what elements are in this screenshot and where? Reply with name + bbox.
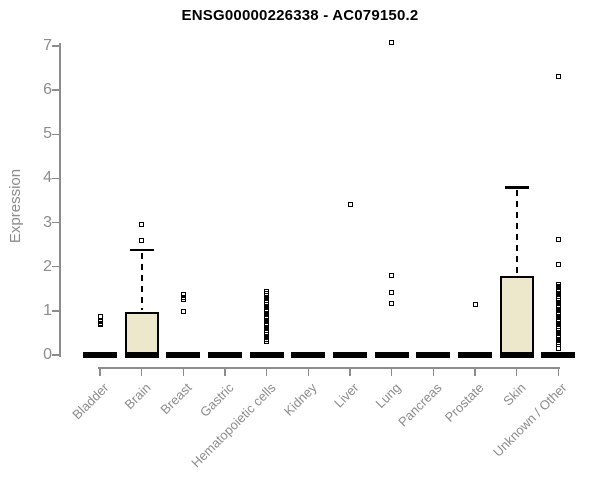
median-Pancreas xyxy=(416,352,451,358)
y-axis-tick xyxy=(52,221,59,224)
median-Brain xyxy=(124,352,159,358)
x-axis-tick xyxy=(307,367,310,376)
whisker-Skin xyxy=(515,190,518,275)
y-tick-label: 0 xyxy=(43,346,52,363)
y-tick-label: 3 xyxy=(43,213,52,231)
outlier-Brain xyxy=(139,238,145,244)
outlier-Lung xyxy=(389,39,395,45)
y-tick-label: 6 xyxy=(43,81,52,99)
box-Skin xyxy=(499,276,534,355)
y-axis-tick xyxy=(52,133,59,136)
x-axis-tick xyxy=(224,367,226,376)
y-axis-tick xyxy=(52,310,59,312)
whisker-cap-Brain xyxy=(129,248,154,252)
outlier-Brain xyxy=(139,222,145,228)
outlier-Unknown / Other xyxy=(555,262,561,268)
y-axis-tick xyxy=(52,45,59,47)
y-axis-line xyxy=(59,43,61,357)
x-axis-tick xyxy=(515,367,518,376)
chart-title: ENSG00000226338 - AC079150.2 xyxy=(181,7,419,24)
median-Bladder xyxy=(83,352,117,358)
x-axis-tick xyxy=(432,367,435,376)
x-axis-line xyxy=(98,367,561,369)
median-Lung xyxy=(374,352,409,358)
y-tick-label: 2 xyxy=(43,257,52,275)
x-axis-tick xyxy=(474,367,476,376)
y-tick-label: 1 xyxy=(43,301,52,319)
median-Hematopoietic cells xyxy=(249,352,284,358)
y-axis-tick xyxy=(52,265,59,268)
whisker-cap-Skin xyxy=(504,186,529,189)
median-Prostate xyxy=(458,352,493,358)
outlier-Lung xyxy=(389,272,395,278)
outlier-Breast xyxy=(180,292,186,298)
outlier-Bladder xyxy=(97,314,103,320)
outlier-Prostate xyxy=(472,301,478,307)
outlier-Liver xyxy=(347,201,353,207)
outlier-Breast xyxy=(180,296,186,302)
x-axis-tick xyxy=(265,367,268,376)
y-tick-label: 7 xyxy=(43,37,52,55)
y-tick-label: 4 xyxy=(43,169,52,187)
y-axis-tick xyxy=(52,177,59,180)
outlier-Bladder xyxy=(97,322,103,328)
median-Unknown / Other xyxy=(541,352,576,358)
median-Gastric xyxy=(208,352,242,358)
outlier-Unknown / Other xyxy=(555,236,561,242)
median-Skin xyxy=(499,352,534,358)
whisker-Brain xyxy=(140,252,143,311)
x-axis-tick xyxy=(390,367,393,376)
outlier-Hematopoietic cells xyxy=(264,338,270,344)
median-Kidney xyxy=(291,352,326,358)
y-tick-label: 5 xyxy=(43,125,52,143)
x-axis-tick xyxy=(99,367,101,376)
outlier-Lung xyxy=(389,290,395,296)
median-Liver xyxy=(333,352,368,358)
x-axis-tick xyxy=(349,367,351,376)
median-Breast xyxy=(166,352,201,358)
outlier-Breast xyxy=(180,308,186,314)
x-axis-tick xyxy=(140,367,143,376)
x-axis-tick xyxy=(182,367,185,376)
y-axis-tick xyxy=(52,89,59,91)
x-axis-tick xyxy=(557,367,560,376)
outlier-Unknown / Other xyxy=(555,345,561,351)
box-Brain xyxy=(124,312,159,355)
outlier-Lung xyxy=(389,300,395,306)
y-axis-tick xyxy=(52,354,59,356)
outlier-Unknown / Other xyxy=(555,74,561,80)
